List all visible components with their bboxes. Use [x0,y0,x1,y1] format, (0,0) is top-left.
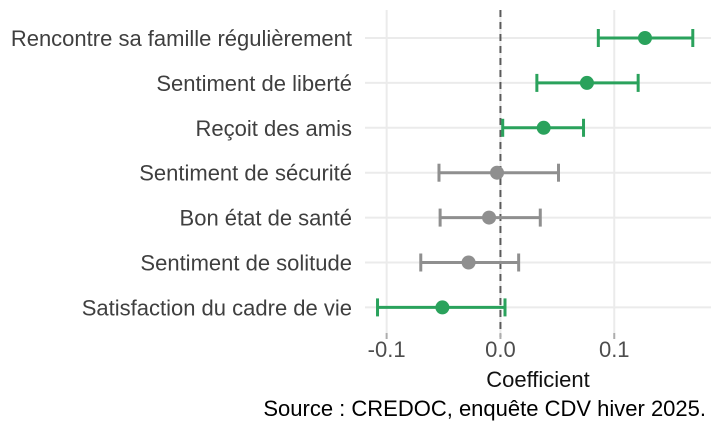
category-label: Sentiment de liberté [156,71,352,96]
category-label: Sentiment de sécurité [139,161,352,186]
x-axis-title: Coefficient [486,367,590,392]
coefficient-point [435,300,450,315]
coefficient-point [536,120,551,135]
category-label: Rencontre sa famille régulièrement [11,26,352,51]
coefficient-point [490,165,505,180]
x-tick-label: 0.0 [485,337,516,362]
x-tick-label: 0.1 [599,337,630,362]
coefficient-point [482,210,497,225]
coefficient-point [461,255,476,270]
category-label: Sentiment de solitude [140,251,352,276]
category-label: Bon état de santé [180,206,352,231]
source-caption: Source : CREDOC, enquête CDV hiver 2025. [263,396,706,421]
coefficient-point [637,31,652,45]
category-label: Satisfaction du cadre de vie [82,295,352,320]
x-tick-label: -0.1 [368,337,406,362]
category-label: Reçoit des amis [195,116,352,141]
coefficient-point [579,75,594,90]
